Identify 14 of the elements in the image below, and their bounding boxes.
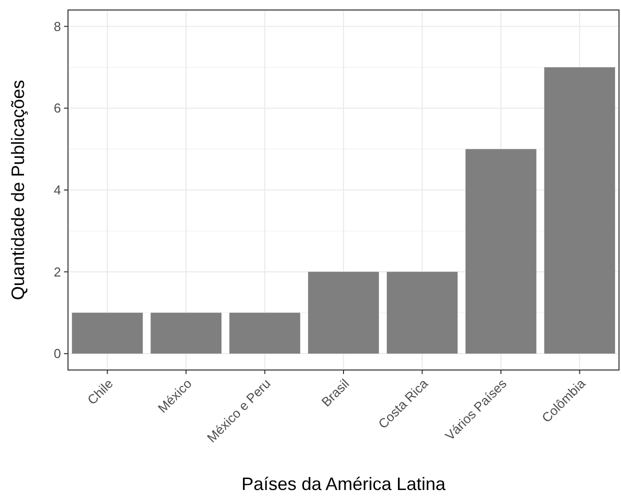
bar xyxy=(386,272,458,354)
bar xyxy=(72,312,143,354)
bar xyxy=(308,272,379,354)
bar xyxy=(150,312,222,354)
bar xyxy=(544,67,616,354)
bar xyxy=(466,149,536,354)
y-tick-label: 8 xyxy=(54,18,61,34)
y-axis-title: Quantidade de Publicações xyxy=(8,80,28,300)
y-tick-label: 6 xyxy=(54,100,61,116)
bar xyxy=(229,312,300,354)
y-tick-label: 4 xyxy=(54,182,61,198)
x-axis-title: Países da América Latina xyxy=(241,474,447,494)
y-tick-label: 0 xyxy=(54,346,61,362)
y-tick-label: 2 xyxy=(54,264,61,280)
